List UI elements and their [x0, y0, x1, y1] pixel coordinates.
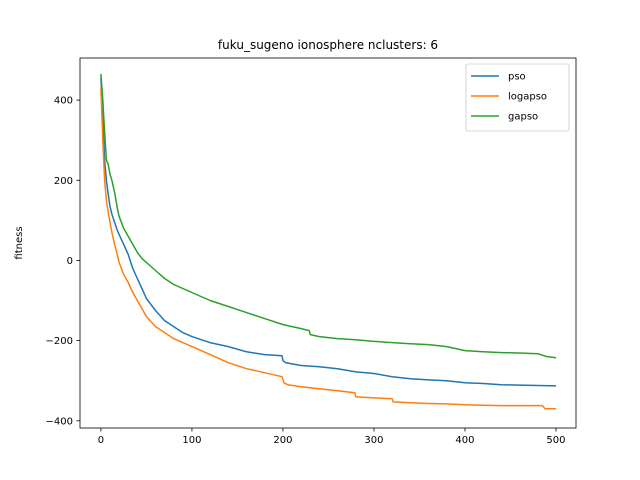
x-tick-label: 300 — [364, 435, 383, 446]
y-tick-label: −200 — [46, 336, 73, 347]
legend-label-logapso: logapso — [508, 92, 547, 103]
y-tick-label: 200 — [54, 176, 73, 187]
series-line-gapso — [100, 73, 557, 359]
series-layer — [100, 73, 557, 410]
axes-layer: 0 100 200 300 400 500 −400 −200 0 200 400 — [46, 96, 566, 446]
plot-frame — [79, 57, 577, 429]
y-tick-label: 0 — [67, 256, 73, 267]
y-tick-label: 400 — [54, 96, 73, 107]
y-axis-label: fitness — [14, 226, 25, 259]
x-tick-label: 400 — [455, 435, 474, 446]
x-tick-label: 200 — [273, 435, 292, 446]
series-line-pso — [100, 77, 557, 387]
legend-label-gapso: gapso — [508, 112, 538, 123]
chart-title: fuku_sugeno ionosphere nclusters: 6 — [218, 38, 438, 52]
series-line-logapso — [100, 88, 556, 410]
x-tick-label: 100 — [182, 435, 201, 446]
legend-box — [465, 63, 570, 132]
y-tick-label: −400 — [46, 416, 73, 427]
legend: pso logapso gapso — [465, 63, 570, 132]
x-tick-label: 500 — [546, 435, 565, 446]
x-tick-label: 0 — [98, 435, 104, 446]
legend-label-pso: pso — [508, 72, 526, 83]
